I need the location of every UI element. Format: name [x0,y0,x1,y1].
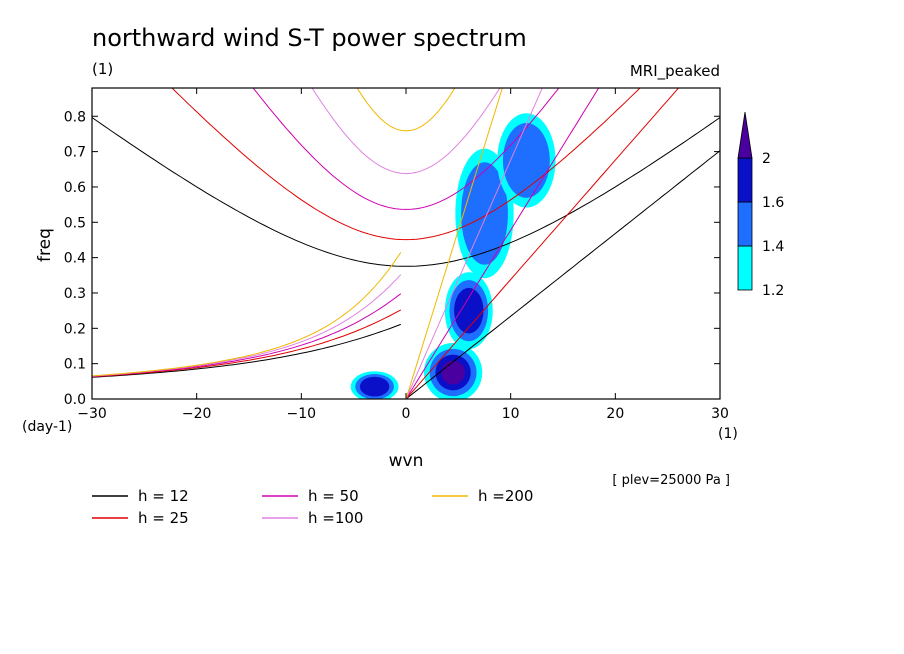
dispersion-curves [92,88,720,399]
legend-label: h = 50 [308,487,359,505]
y-tick-label: 0.3 [64,286,86,302]
kelvin-curve [405,88,600,399]
gravity-curve [311,88,501,175]
legend-label: h =100 [308,509,363,527]
x-tick-label: 20 [606,406,624,422]
x-tick-label: 30 [711,406,729,422]
model-name: MRI_peaked [630,62,720,81]
colorbar-label: 2 [762,151,771,167]
level-note: [ plev=25000 Pa ] [612,473,730,488]
colorbar: 1.2 1.4 1.6 2 [737,111,784,299]
y-tick-label: 0.7 [64,145,86,161]
colorbar-segment [737,201,753,247]
power-region [502,122,550,198]
gravity-curve [92,117,720,267]
power-region [461,162,508,265]
y-axis: 0.0 0.1 0.2 0.3 0.4 0.5 0.6 0.7 0.8 [64,109,720,408]
kelvin-curve [405,88,680,399]
y-tick-label: 0.1 [64,357,86,373]
power-region [359,376,390,397]
x-tick-label: −20 [182,406,212,422]
mrg-curve [92,309,402,378]
y-tick-label: 0.5 [64,215,86,231]
colorbar-segment [737,245,753,291]
power-region [454,287,484,334]
y-tick-label: 0.2 [64,321,86,337]
x-tick-label: 0 [402,406,411,422]
legend: h = 12 h = 25 h = 50 h =100 h =200 [92,487,533,527]
kelvin-curve [405,88,503,399]
gravity-curve [171,88,641,241]
colorbar-top-arrow [737,111,753,159]
legend-label: h =200 [478,487,533,505]
colorbar-label: 1.2 [762,283,784,299]
x-tick-label: 10 [502,406,520,422]
power-region [441,360,465,385]
chart-title: northward wind S-T power spectrum [92,24,527,52]
y-tick-label: 0.4 [64,251,86,267]
x-axis: −30 −20 −10 0 10 20 30 [77,88,729,422]
y-unit-label: (day-1) [22,419,72,435]
kelvin-curve [405,88,543,399]
colorbar-label: 1.4 [762,239,784,255]
x-tick-label: −10 [287,406,317,422]
legend-label: h = 25 [138,509,189,527]
y-tick-label: 0.8 [64,109,86,125]
mrg-curve [92,252,402,377]
x-axis-label: wvn [389,451,424,471]
y-tick-label: 0.6 [64,180,86,196]
x-tick-label: −30 [77,406,107,422]
colorbar-label: 1.6 [762,195,784,211]
y-tick-label: 0.0 [64,392,86,408]
y-axis-label: freq [35,228,55,262]
x-unit-label: (1) [718,426,738,442]
colorbar-segment [737,157,753,203]
units-left: (1) [92,60,113,78]
contour-fill [350,113,556,399]
plot-area [92,88,720,399]
legend-label: h = 12 [138,487,189,505]
plot-frame [91,87,721,400]
kelvin-curve [405,150,720,399]
mrg-curve [92,323,401,378]
gravity-curve [252,88,560,210]
gravity-curve [356,88,456,132]
